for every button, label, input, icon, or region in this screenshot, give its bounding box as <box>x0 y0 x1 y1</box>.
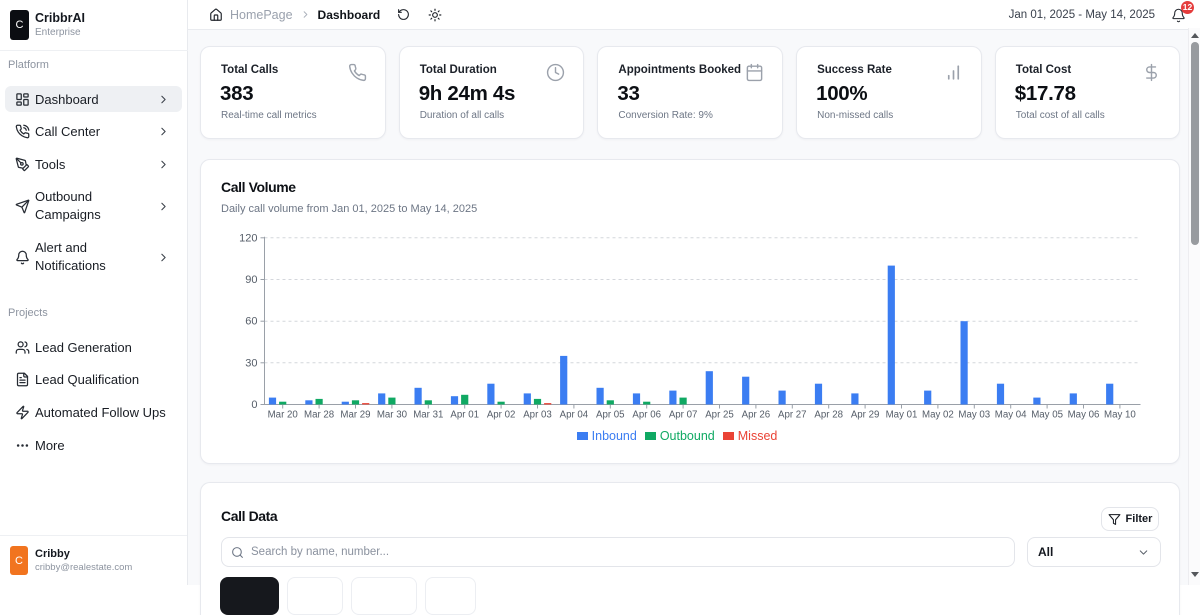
svg-text:Mar 29: Mar 29 <box>340 410 370 421</box>
svg-text:0: 0 <box>251 399 257 411</box>
svg-text:Apr 02: Apr 02 <box>487 410 516 421</box>
svg-text:Apr 27: Apr 27 <box>778 410 807 421</box>
svg-text:May 10: May 10 <box>1104 410 1136 421</box>
svg-text:Apr 25: Apr 25 <box>705 410 734 421</box>
svg-text:30: 30 <box>245 357 257 369</box>
svg-text:Mar 30: Mar 30 <box>377 410 408 421</box>
svg-text:Apr 26: Apr 26 <box>742 410 771 421</box>
svg-text:Apr 03: Apr 03 <box>523 410 552 421</box>
svg-text:Mar 31: Mar 31 <box>413 410 443 421</box>
svg-text:Apr 07: Apr 07 <box>669 410 698 421</box>
svg-text:May 03: May 03 <box>958 410 990 421</box>
svg-text:May 06: May 06 <box>1068 410 1100 421</box>
svg-text:Mar 28: Mar 28 <box>304 410 334 421</box>
svg-text:May 04: May 04 <box>995 410 1027 421</box>
svg-text:60: 60 <box>245 316 257 328</box>
svg-text:May 02: May 02 <box>922 410 954 421</box>
svg-text:May 01: May 01 <box>886 410 918 421</box>
svg-text:Mar 20: Mar 20 <box>268 410 299 421</box>
svg-text:Apr 29: Apr 29 <box>851 410 880 421</box>
svg-text:90: 90 <box>245 274 257 286</box>
svg-text:Apr 05: Apr 05 <box>596 410 625 421</box>
svg-text:120: 120 <box>239 232 257 244</box>
svg-text:Apr 28: Apr 28 <box>814 410 843 421</box>
svg-text:Apr 06: Apr 06 <box>632 410 661 421</box>
svg-text:May 05: May 05 <box>1031 410 1063 421</box>
svg-text:Apr 01: Apr 01 <box>450 410 479 421</box>
svg-text:Apr 04: Apr 04 <box>560 410 589 421</box>
